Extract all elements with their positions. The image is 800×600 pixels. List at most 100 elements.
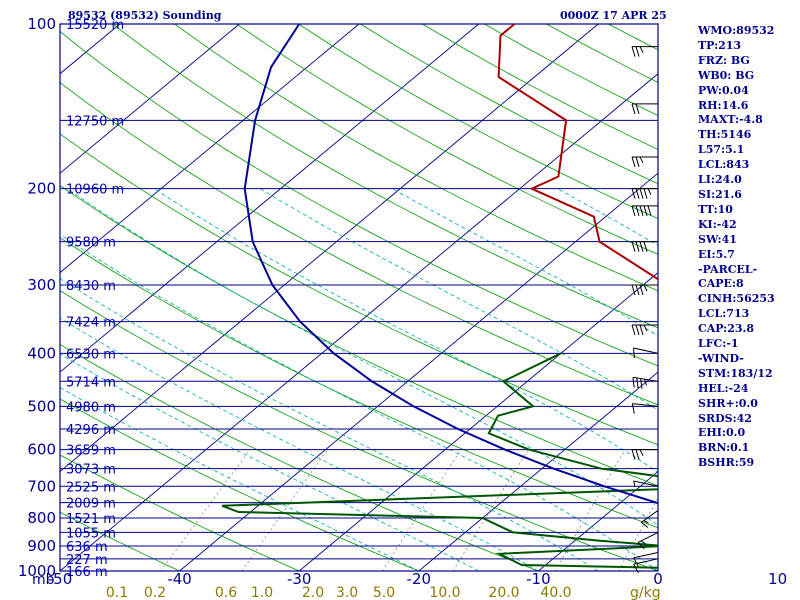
index-line: BSHR:59 <box>698 456 755 470</box>
height-label: 9580 m <box>66 236 116 251</box>
wind-barb <box>640 510 659 528</box>
barb-flag <box>635 449 640 460</box>
barb-flag <box>635 241 640 252</box>
index-line: SHR+:0.0 <box>698 396 758 410</box>
wind-barb <box>631 284 658 296</box>
index-line: KI:-42 <box>698 217 737 231</box>
wind-barb <box>631 324 658 336</box>
barb-flag <box>635 103 640 115</box>
barb-flag <box>639 241 644 252</box>
plot-frame <box>59 23 659 572</box>
parcel-line <box>243 24 658 505</box>
pressure-unit-label: mb <box>32 572 55 588</box>
index-line: WB0: BG <box>698 68 755 82</box>
barb-staff <box>633 347 659 354</box>
pressure-tick-label: 400 <box>27 344 56 362</box>
barb-flag <box>632 377 635 388</box>
barb-flag <box>633 347 635 359</box>
pressure-tick-label: 200 <box>27 180 56 198</box>
index-line: SI:21.6 <box>698 187 742 201</box>
height-label: 227 m <box>66 553 108 568</box>
pressure-tick-label: 700 <box>27 477 56 495</box>
barb-flag <box>631 46 636 57</box>
wind-barb <box>631 188 658 199</box>
wind-barb <box>631 241 658 252</box>
dry-adiabat <box>60 185 658 487</box>
dry-adiabat <box>60 81 658 406</box>
temperature-line <box>497 24 658 281</box>
barb-staff <box>640 510 659 523</box>
barb-staff <box>632 403 659 407</box>
mixing-ratio-label: 0.2 <box>144 585 166 600</box>
background-lines <box>60 24 658 571</box>
isotherm-line <box>538 470 658 571</box>
barb-flag <box>639 449 644 456</box>
barb-flag <box>635 284 640 296</box>
barb-flag <box>637 542 645 550</box>
mixing-ratio-label: 0.1 <box>106 585 128 600</box>
moist-adiabat <box>153 188 658 473</box>
mixing-ratio-line <box>382 449 462 571</box>
index-line: L57:5.1 <box>698 143 745 157</box>
height-label: 8430 m <box>66 279 116 294</box>
sounding-time: 0000Z 17 APR 25 <box>560 9 667 22</box>
barb-flag <box>631 103 636 115</box>
wind-barb <box>633 558 659 574</box>
barb-flag <box>631 188 636 199</box>
index-line: LCL:713 <box>698 307 750 321</box>
index-line: EHI:0.0 <box>698 426 746 440</box>
barb-flag <box>639 324 644 336</box>
barb-flag <box>643 324 648 332</box>
mixing-ratio-label: 2.0 <box>302 585 324 600</box>
barb-flag <box>633 480 636 488</box>
wind-barb <box>631 103 658 115</box>
barb-flag <box>635 46 640 57</box>
barb-flag <box>631 324 636 336</box>
temperature-tick-label: -10 <box>526 570 551 588</box>
barb-flag <box>647 188 652 195</box>
height-label: 7424 m <box>66 316 116 331</box>
dry-adiabat <box>60 133 658 446</box>
pressure-tick-label: 300 <box>27 276 56 294</box>
isotherm-line <box>60 24 240 174</box>
height-label: 4980 m <box>66 400 116 415</box>
height-label: 1521 m <box>66 512 116 527</box>
mixing-ratio-label: 3.0 <box>336 585 358 600</box>
index-line: RH:14.6 <box>698 98 749 112</box>
wind-barbs <box>631 46 659 574</box>
temperature-tick-label: -30 <box>287 570 312 588</box>
pressure-tick-label: 100 <box>27 15 56 33</box>
mixing-ratio-line <box>241 449 328 571</box>
barb-flag <box>639 284 644 296</box>
barb-flag <box>639 46 644 53</box>
mixing-ratio-label: 40.0 <box>540 585 571 600</box>
wind-barb <box>632 376 659 389</box>
height-label: 3073 m <box>66 463 116 478</box>
index-line: BRN:0.1 <box>698 441 750 455</box>
index-line: HEL:-24 <box>698 381 749 395</box>
pressure-tick-label: 900 <box>27 537 56 555</box>
height-label: 636 m <box>66 540 108 555</box>
barb-flag <box>631 156 636 168</box>
barb-flag <box>644 378 647 386</box>
wind-barb <box>631 449 658 460</box>
barb-flag <box>633 563 639 574</box>
mixing-ratio-label: 20.0 <box>488 585 519 600</box>
height-label: 3659 m <box>66 444 116 459</box>
height-label: 12750 m <box>66 114 124 129</box>
index-line: PW:0.04 <box>698 83 749 97</box>
height-label: 10960 m <box>66 183 124 198</box>
barb-flag <box>643 205 648 216</box>
temperature-tick-label: -50 <box>48 570 73 588</box>
barb-flag <box>633 557 639 567</box>
isotherm-line <box>60 24 599 473</box>
barb-flag <box>640 522 649 528</box>
barb-flag <box>639 156 644 164</box>
mixing-ratio-unit: g/kg <box>630 585 661 600</box>
barb-flag <box>640 378 643 389</box>
wind-barb <box>633 551 659 567</box>
wind-barb <box>631 156 658 168</box>
index-line: STM:183/12 <box>698 366 773 380</box>
barb-flag <box>631 403 635 414</box>
